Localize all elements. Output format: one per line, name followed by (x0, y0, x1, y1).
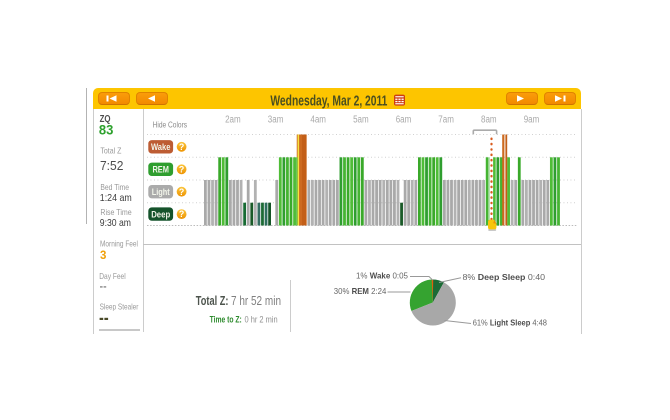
svg-text:0 hr 2 min: 0 hr 2 min (245, 314, 278, 325)
svg-text:61% Light Sleep 4:48: 61% Light Sleep 4:48 (473, 317, 548, 327)
svg-text:Hide Colors: Hide Colors (153, 119, 188, 129)
svg-text:9:30 am: 9:30 am (100, 217, 131, 229)
svg-text:REM: REM (152, 165, 169, 175)
svg-text:7:52: 7:52 (100, 159, 123, 173)
svg-text:?: ? (179, 187, 184, 197)
svg-text:?: ? (179, 164, 184, 174)
svg-text:Day Feel: Day Feel (99, 271, 125, 281)
svg-text:1% Wake 0:05: 1% Wake 0:05 (356, 271, 408, 281)
svg-text:Total Z: Total Z (100, 146, 121, 156)
svg-text:Wake: Wake (151, 142, 171, 152)
svg-text:30% REM 2:24: 30% REM 2:24 (334, 286, 387, 296)
svg-text:Rise Time: Rise Time (100, 207, 132, 217)
svg-text:6am: 6am (396, 115, 412, 126)
svg-text:Light: Light (152, 187, 170, 197)
svg-text:?: ? (179, 209, 184, 219)
svg-text:Time to Z:: Time to Z: (210, 314, 242, 325)
svg-text:7 hr 52 min: 7 hr 52 min (231, 294, 281, 308)
svg-text:Deep: Deep (151, 209, 171, 219)
svg-text:7am: 7am (438, 115, 454, 126)
svg-text:2am: 2am (225, 115, 241, 126)
svg-text:3: 3 (100, 250, 106, 262)
svg-text:9am: 9am (524, 115, 540, 126)
svg-text:8am: 8am (481, 115, 497, 126)
svg-text:Morning Feel: Morning Feel (100, 239, 138, 249)
svg-text:3am: 3am (268, 115, 284, 126)
svg-text:?: ? (179, 142, 184, 152)
svg-text:Sleep Stealer: Sleep Stealer (100, 302, 139, 312)
svg-text:Total Z:: Total Z: (196, 294, 229, 308)
svg-text:ZQ: ZQ (100, 113, 111, 125)
svg-text:83: 83 (99, 123, 114, 138)
svg-text:4am: 4am (310, 115, 326, 126)
svg-text:1:24 am: 1:24 am (100, 192, 132, 204)
svg-text:Bed Time: Bed Time (100, 182, 129, 192)
svg-text:Wednesday, Mar 2, 2011: Wednesday, Mar 2, 2011 (270, 92, 387, 109)
svg-text:5am: 5am (353, 115, 369, 126)
svg-text:8% Deep Sleep 0:40: 8% Deep Sleep 0:40 (463, 272, 546, 282)
